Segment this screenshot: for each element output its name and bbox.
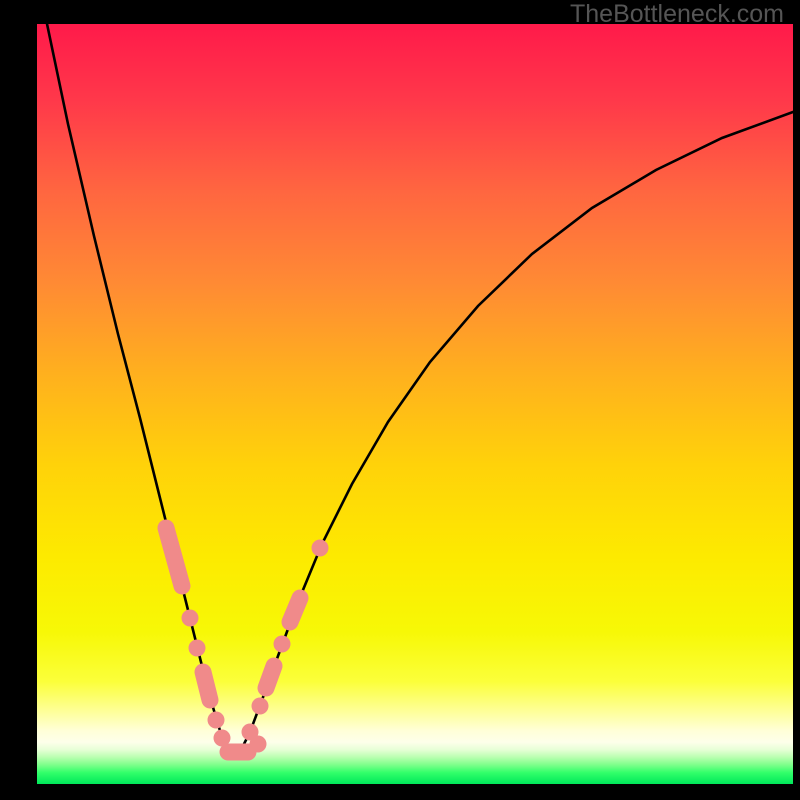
marker-dot bbox=[242, 724, 259, 741]
marker-dot bbox=[189, 640, 206, 657]
marker-capsule bbox=[203, 672, 210, 700]
watermark-text: TheBottleneck.com bbox=[570, 0, 784, 29]
plot-area bbox=[37, 24, 793, 784]
gradient-backdrop bbox=[37, 24, 793, 784]
marker-capsule bbox=[290, 598, 300, 622]
gradient-rect bbox=[37, 24, 793, 784]
marker-dot bbox=[208, 712, 225, 729]
marker-capsule bbox=[266, 666, 274, 688]
marker-dot bbox=[274, 636, 291, 653]
outer-frame: TheBottleneck.com bbox=[0, 0, 800, 800]
marker-dot bbox=[312, 540, 329, 557]
marker-dot bbox=[182, 610, 199, 627]
marker-dot bbox=[252, 698, 269, 715]
